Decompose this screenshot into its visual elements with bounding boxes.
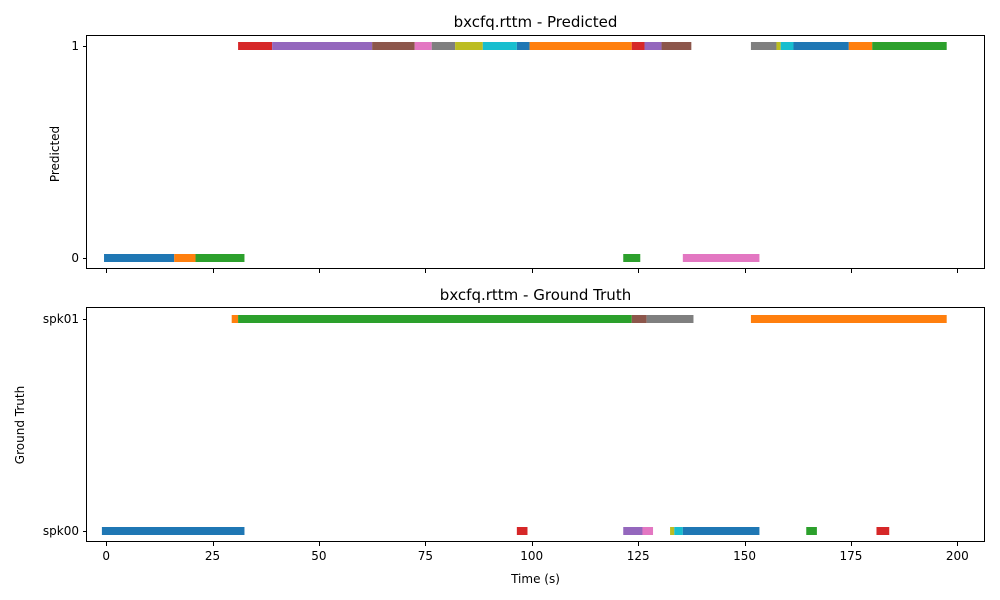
segment-0-2 bbox=[195, 254, 245, 262]
ground-truth-panel: bxcfq.rttm - Ground Truth Ground Truth 0… bbox=[13, 286, 985, 563]
segment-spk00-12 bbox=[806, 527, 817, 535]
segment-1-15 bbox=[661, 42, 692, 50]
ground-truth-ticks: 0 25 50 75 100 125 150 175 200 spk00 spk01 bbox=[43, 312, 969, 563]
segment-1-11 bbox=[529, 42, 632, 50]
segment-spk00-0 bbox=[101, 527, 245, 535]
y-tick-label-1: 1 bbox=[71, 39, 79, 53]
ground-truth-title: bxcfq.rttm - Ground Truth bbox=[440, 286, 631, 304]
x-tick-label-175: 175 bbox=[839, 549, 862, 563]
predicted-segments bbox=[104, 42, 947, 262]
segment-spk00-5 bbox=[642, 527, 654, 535]
segment-0-16 bbox=[682, 254, 760, 262]
segment-spk01-7 bbox=[646, 315, 694, 323]
segment-1-19 bbox=[780, 42, 794, 50]
segment-1-8 bbox=[455, 42, 483, 50]
y-tick-label-spk00: spk00 bbox=[43, 524, 79, 538]
x-tick-label-150: 150 bbox=[733, 549, 756, 563]
segment-spk01-6 bbox=[631, 315, 647, 323]
x-axis-label: Time (s) bbox=[510, 572, 560, 586]
segment-1-7 bbox=[431, 42, 456, 50]
x-tick-label-50: 50 bbox=[311, 549, 326, 563]
y-tick-label-0: 0 bbox=[71, 251, 79, 265]
x-tick-label-100: 100 bbox=[520, 549, 543, 563]
segment-spk01-11 bbox=[750, 315, 947, 323]
segment-0-1 bbox=[174, 254, 196, 262]
ground-truth-axes-frame bbox=[86, 307, 985, 542]
segment-spk00-9 bbox=[674, 527, 683, 535]
ground-truth-ylabel: Ground Truth bbox=[13, 386, 27, 464]
segment-1-18 bbox=[776, 42, 781, 50]
segment-0-12 bbox=[623, 254, 641, 262]
predicted-panel: bxcfq.rttm - Predicted Predicted 0 1 bbox=[48, 13, 985, 273]
segment-spk01-1 bbox=[231, 315, 239, 323]
predicted-ylabel: Predicted bbox=[48, 126, 62, 182]
x-tick-label-125: 125 bbox=[627, 549, 650, 563]
segment-1-17 bbox=[750, 42, 777, 50]
segment-1-3 bbox=[238, 42, 273, 50]
ground-truth-segments bbox=[101, 315, 947, 535]
segment-spk00-8 bbox=[670, 527, 675, 535]
segment-1-14 bbox=[644, 42, 662, 50]
segment-1-22 bbox=[872, 42, 947, 50]
predicted-axes-frame bbox=[86, 35, 985, 269]
segment-0-0 bbox=[104, 254, 175, 262]
segment-spk00-3 bbox=[516, 527, 528, 535]
segment-1-9 bbox=[482, 42, 517, 50]
segment-1-21 bbox=[848, 42, 873, 50]
y-tick-label-spk01: spk01 bbox=[43, 312, 79, 326]
segment-1-10 bbox=[516, 42, 530, 50]
segment-1-13 bbox=[631, 42, 645, 50]
x-tick-label-200: 200 bbox=[946, 549, 969, 563]
segment-spk00-4 bbox=[623, 527, 645, 535]
segment-1-4 bbox=[272, 42, 373, 50]
segment-spk01-2 bbox=[238, 315, 632, 323]
segment-1-20 bbox=[793, 42, 849, 50]
predicted-title: bxcfq.rttm - Predicted bbox=[454, 13, 618, 31]
x-tick-label-25: 25 bbox=[205, 549, 220, 563]
segment-spk00-13 bbox=[876, 527, 890, 535]
x-tick-label-75: 75 bbox=[418, 549, 433, 563]
x-tick-label-0: 0 bbox=[102, 549, 110, 563]
segment-1-5 bbox=[372, 42, 415, 50]
segment-1-6 bbox=[414, 42, 432, 50]
segment-spk00-10 bbox=[682, 527, 760, 535]
